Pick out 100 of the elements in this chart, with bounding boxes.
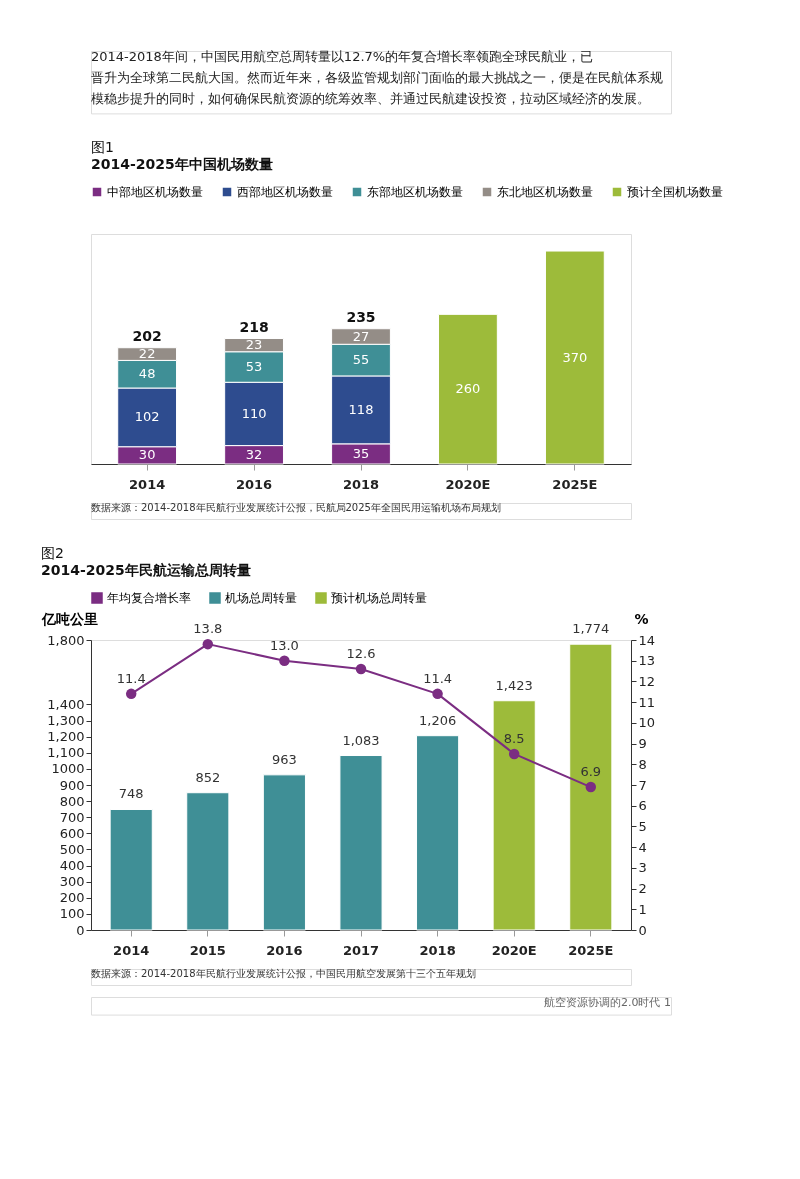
data-label: 32	[245, 446, 263, 462]
point	[432, 688, 443, 700]
x-tick-label: 2016	[235, 476, 273, 492]
y-tick-label: 200	[59, 890, 85, 906]
data-label: 1,083	[342, 732, 380, 748]
data-label: 1,774	[572, 621, 610, 637]
chart-subtitle: 2014-2025年民航运输总周转量	[41, 562, 251, 578]
bar	[438, 313, 498, 465]
y2-tick-label: 1	[638, 901, 647, 917]
point	[125, 688, 137, 700]
y-tick-label: 1,400	[47, 696, 85, 712]
y-tick-label: 1000	[51, 761, 85, 777]
bar	[416, 735, 460, 931]
y-tick-label: 400	[59, 858, 85, 874]
y-tick-label: 1,200	[47, 729, 85, 745]
data-label: 852	[195, 769, 221, 785]
y2-tick-label: 7	[638, 777, 647, 793]
data-label: 102	[134, 409, 160, 425]
chart-title: 图2	[41, 545, 64, 561]
data-label: 110	[241, 405, 267, 421]
point	[585, 781, 597, 793]
y2-tick-label: 10	[638, 715, 656, 731]
point	[279, 655, 290, 666]
text: 航空资源协调的2.0时代 1	[544, 996, 671, 1009]
y2-tick-label: 3	[638, 860, 647, 876]
y-tick-label: 700	[59, 809, 85, 825]
bar	[109, 808, 153, 931]
data-label: 13.8	[193, 621, 223, 637]
y-tick-label: 300	[59, 874, 85, 890]
data-label: 1,206	[418, 712, 457, 728]
data-label: 35	[352, 445, 370, 461]
y2-tick-label: 9	[638, 736, 647, 752]
x-tick-label: 2014	[113, 942, 150, 958]
y-axis-title: 亿吨公里	[40, 610, 98, 627]
x-tick-label: 2017	[342, 942, 380, 958]
y-tick-label: 0	[76, 922, 85, 938]
y2-tick-label: 11	[638, 694, 656, 710]
y-tick-label: 1,300	[47, 713, 85, 729]
total-label: 202	[132, 327, 162, 344]
y-tick-label: 900	[59, 777, 85, 793]
x-tick-label: 2015	[189, 942, 226, 958]
data-label: 963	[271, 751, 297, 767]
y2-tick-label: 13	[638, 653, 656, 669]
data-label: 118	[348, 401, 374, 417]
data-label: 55	[352, 352, 370, 368]
legend-label: 机场总周转量	[225, 591, 297, 605]
legend-label: 预计全国机场数量	[627, 185, 723, 199]
y2-tick-label: 12	[638, 673, 656, 689]
data-label: 48	[138, 366, 156, 382]
bar	[492, 700, 536, 931]
y-tick-label: 1,800	[47, 632, 85, 648]
x-tick-label: 2020E	[491, 942, 537, 958]
source-note: 数据来源：2014-2018年民航行业发展统计公报，中国民用航空发展第十三个五年规划	[91, 968, 476, 979]
y-tick-label: 100	[59, 906, 85, 922]
data-label: 748	[118, 786, 144, 802]
y2-tick-label: 8	[638, 756, 647, 772]
data-label: 12.6	[346, 646, 376, 661]
y2-tick-label: 2	[638, 881, 647, 897]
y2-tick-label: 4	[638, 839, 647, 855]
x-tick-label: 2025E	[568, 942, 614, 958]
y2-tick-label: 5	[638, 818, 647, 834]
legend-label: 东北地区机场数量	[497, 185, 593, 199]
legend-label: 东部地区机场数量	[367, 185, 463, 199]
data-label: 1,423	[495, 677, 533, 693]
chart-title: 图1	[91, 139, 114, 155]
x-tick-label: 2018	[419, 942, 456, 958]
bar	[544, 250, 605, 465]
bar	[262, 774, 306, 931]
y-tick-label: 600	[59, 825, 85, 841]
source-note: 数据来源：2014-2018年民航行业发展统计公报，民航局2025年全国民用运输机场布局规划	[91, 502, 501, 513]
total-label: 218	[239, 318, 269, 335]
y2-tick-label: 0	[638, 922, 647, 938]
y-tick-label: 1,100	[47, 745, 85, 761]
data-label: 11.4	[423, 670, 453, 686]
x-tick-label: 2014	[129, 476, 166, 492]
x-tick-label: 2018	[342, 476, 380, 492]
legend-label: 年均复合增长率	[107, 591, 191, 605]
bar	[569, 643, 613, 931]
point	[508, 748, 520, 760]
data-label: 23	[245, 337, 263, 353]
data-label: 53	[245, 359, 263, 375]
legend-label: 西部地区机场数量	[237, 185, 333, 199]
x-tick-label: 2020E	[445, 476, 491, 492]
data-label: 260	[455, 381, 481, 397]
text: 2014-2018年间，中国民用航空总周转量以12.7%的年复合增长率领跑全球民航业，已晋升为全球第二民航大国。然而近年来，各级监管规划部门面临的最大挑战之一，便是在民航体系规模稳步提升的同时，如何确保民航资源的统筹效率、并通过民航建设投资，拉动区域经济的发展。	[91, 49, 663, 106]
point	[202, 638, 214, 650]
y2-tick-label: 6	[638, 798, 647, 814]
data-label: 11.4	[116, 670, 146, 686]
bar	[339, 755, 383, 931]
y2-tick-label: 14	[638, 632, 656, 648]
data-label: 27	[352, 328, 370, 344]
y-tick-label: 800	[59, 793, 85, 809]
data-label: 13.0	[269, 637, 299, 653]
data-label: 370	[562, 349, 588, 365]
x-tick-label: 2025E	[552, 476, 598, 492]
point	[355, 663, 367, 675]
x-tick-label: 2016	[266, 942, 303, 958]
data-label: 22	[138, 346, 156, 362]
legend-label: 预计机场总周转量	[331, 591, 427, 605]
total-label: 235	[346, 308, 376, 325]
